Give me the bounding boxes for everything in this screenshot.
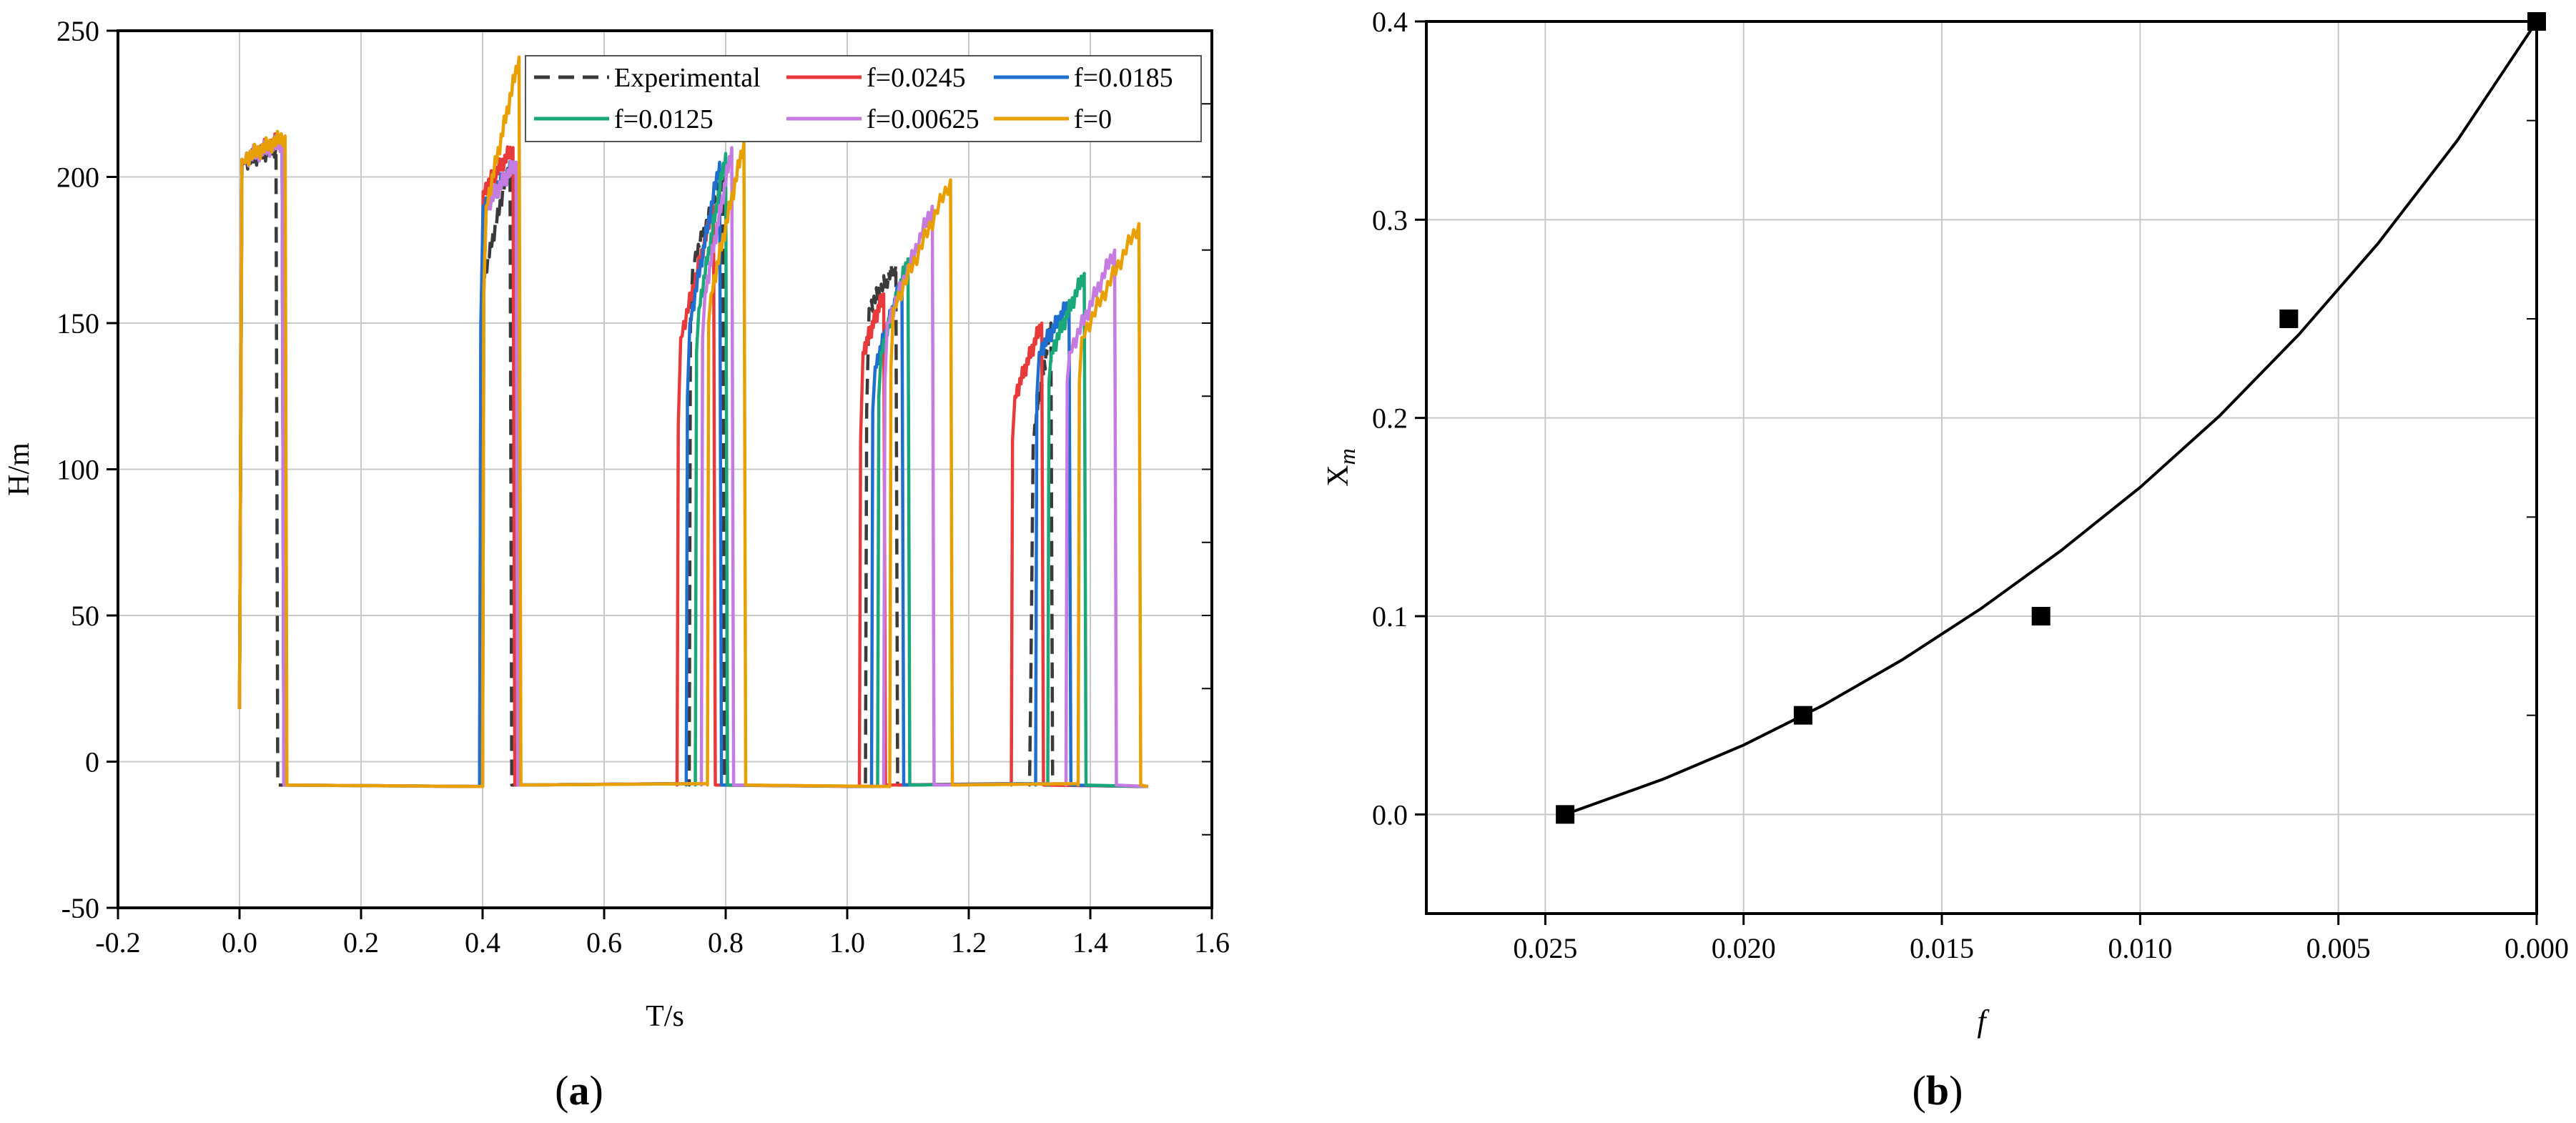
legend-label: f=0.0125 xyxy=(614,104,714,134)
series-line-f=0.0245 xyxy=(237,132,1148,788)
x-axis-title: T/s xyxy=(646,1000,684,1033)
x-axis-title: f xyxy=(1977,1004,1990,1039)
fit-curve xyxy=(1564,20,2538,816)
y-tick-label: -50 xyxy=(61,892,99,924)
data-point xyxy=(1556,805,1575,824)
x-tick-label: 0.020 xyxy=(1712,932,1776,964)
x-tick-label: 0.025 xyxy=(1513,932,1577,964)
y-tick-label: 150 xyxy=(56,307,99,340)
y-tick-label: 0.4 xyxy=(1372,6,1408,38)
x-tick-label: 0.6 xyxy=(586,926,622,959)
y-tick-label: 0.2 xyxy=(1372,402,1408,435)
plot-frame xyxy=(1425,20,2538,915)
y-tick-label: 200 xyxy=(56,162,99,194)
panel-a-chart: -0.2 0.0 0.2 0.4 0.6 0.8 1.0 1.2 1.4 1.6 -50 0 50 100… xyxy=(3,15,1230,1033)
legend-box xyxy=(525,55,1202,142)
panel-b-chart: 0.025 0.020 0.015 0.010 0.005 0.000 0.0 0.1 0.2 0… xyxy=(1322,6,2569,1039)
y-tick-label: 50 xyxy=(71,600,99,632)
x-tick-label: 1.4 xyxy=(1072,926,1108,959)
legend-label: Experimental xyxy=(614,63,761,93)
data-point xyxy=(2279,310,2299,328)
panel-b-label: (b) xyxy=(1913,1067,1963,1114)
y-axis-title: H/m xyxy=(3,442,36,496)
x-tick-label: 0.015 xyxy=(1910,932,1974,964)
data-point xyxy=(1793,706,1812,725)
legend-label: f=0.0245 xyxy=(867,63,966,93)
y-axis-title: Xm xyxy=(1322,448,1360,486)
x-tick-label: 0.4 xyxy=(465,926,500,959)
y-tick-label: 0.0 xyxy=(1372,798,1408,831)
y-tick-label: 0.3 xyxy=(1372,204,1408,236)
x-tick-label: 1.0 xyxy=(829,926,865,959)
y-tick-label: 100 xyxy=(56,454,99,486)
legend-label: f=0 xyxy=(1074,104,1112,134)
plot-frame xyxy=(117,29,1213,909)
x-tick-label: 0.0 xyxy=(222,926,257,959)
x-tick-label: 1.2 xyxy=(951,926,987,959)
x-tick-label: 1.6 xyxy=(1194,926,1230,959)
x-tick-label: 0.000 xyxy=(2505,932,2569,964)
legend-label: f=0.00625 xyxy=(867,104,979,134)
series-line-Experimental xyxy=(237,139,1148,788)
y-tick-label: 0.1 xyxy=(1372,600,1408,633)
series-group xyxy=(237,55,1149,788)
series-line-f=0.00625 xyxy=(237,134,1148,788)
series-line-f=0 xyxy=(237,55,1149,788)
legend-label: f=0.0185 xyxy=(1074,63,1173,93)
panel-a-label: (a) xyxy=(555,1067,603,1114)
x-tick-label: 0.8 xyxy=(708,926,744,959)
x-tick-label: 0.2 xyxy=(343,926,379,959)
x-tick-label: 0.010 xyxy=(2108,932,2172,964)
legend: Experimental f=0.0245 f=0.0185 f=0.0125 f=0.… xyxy=(525,55,1202,142)
y-tick-label: 250 xyxy=(56,15,99,47)
data-point xyxy=(2031,607,2051,625)
x-tick-label: 0.005 xyxy=(2306,932,2371,964)
x-tick-label: -0.2 xyxy=(95,926,140,959)
y-tick-label: 0 xyxy=(85,746,99,778)
